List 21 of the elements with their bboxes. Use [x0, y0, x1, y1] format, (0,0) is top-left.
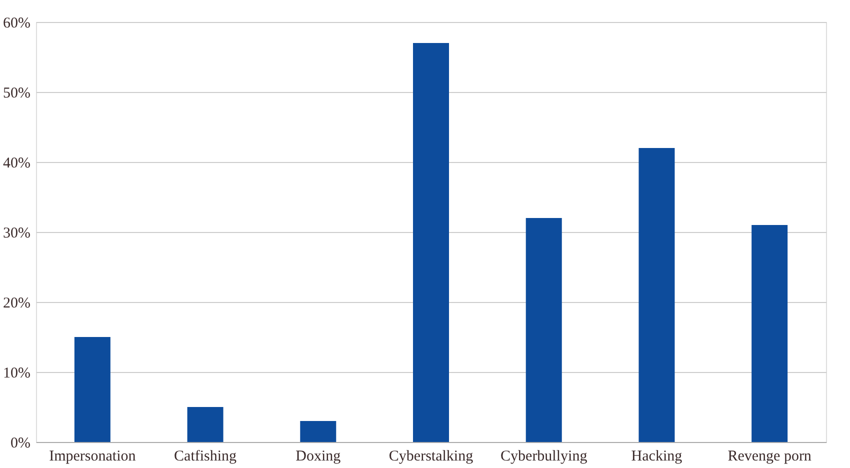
bar	[300, 421, 336, 442]
y-tick-label: 20%	[3, 296, 30, 312]
y-tick-label: 0%	[10, 436, 30, 452]
bar	[638, 148, 675, 442]
bar	[752, 225, 788, 442]
y-tick-label: 40%	[3, 156, 30, 172]
bar	[526, 218, 562, 442]
x-tick-label: Doxing	[296, 448, 342, 464]
bar	[187, 407, 224, 442]
bar	[413, 43, 449, 442]
bar	[74, 337, 110, 442]
y-tick-label: 50%	[3, 86, 30, 102]
x-tick-label: Revenge porn	[728, 448, 812, 464]
y-tick-label: 60%	[3, 16, 30, 32]
x-tick-label: Cyberstalking	[388, 448, 474, 464]
x-tick-label: Catfishing	[174, 448, 238, 464]
y-tick-label: 10%	[3, 366, 30, 382]
x-tick-label: Impersonation	[49, 448, 136, 464]
x-tick-label: Cyberbullying	[500, 448, 588, 464]
x-tick-label: Hacking	[631, 448, 683, 464]
y-tick-label: 30%	[3, 226, 30, 242]
